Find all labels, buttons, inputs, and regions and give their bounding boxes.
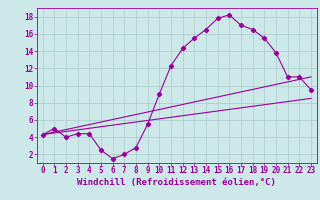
X-axis label: Windchill (Refroidissement éolien,°C): Windchill (Refroidissement éolien,°C) — [77, 178, 276, 187]
